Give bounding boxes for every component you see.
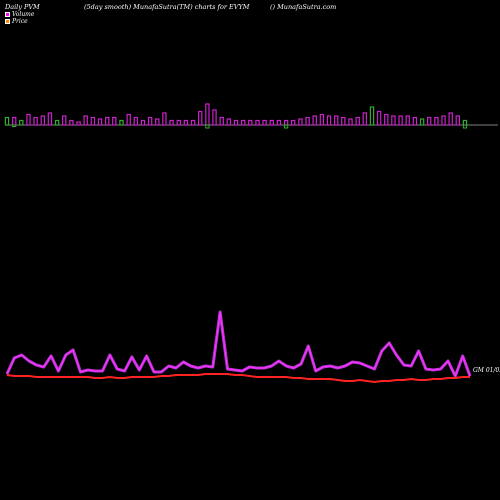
volume-bar <box>319 113 325 126</box>
volume-bar <box>448 112 453 126</box>
volume-bar <box>40 115 46 126</box>
volume-bar <box>76 121 81 126</box>
volume-bar <box>140 119 146 126</box>
volume-bar <box>169 119 174 126</box>
volume-bar <box>248 119 253 126</box>
volume-bar <box>391 115 396 126</box>
volume-bar <box>384 113 389 126</box>
legend-price-swatch <box>5 19 10 24</box>
volume-bar <box>348 118 353 126</box>
volume-bar <box>326 115 332 126</box>
volume-bar <box>26 113 31 126</box>
volume-bar <box>54 119 60 126</box>
volume-bar <box>462 119 468 126</box>
volume-bar <box>112 116 117 126</box>
volume-bar <box>104 116 110 126</box>
volume-bar <box>4 116 10 126</box>
pvm-line <box>5 310 472 378</box>
volume-bar <box>83 115 88 126</box>
volume-bar <box>262 119 267 126</box>
volume-bar <box>12 116 17 126</box>
volume-bar <box>198 110 203 126</box>
volume-bar <box>147 116 153 126</box>
volume-bar <box>412 116 418 126</box>
volume-bar <box>441 115 446 126</box>
legend-price: Price <box>5 18 28 25</box>
volume-bar <box>241 119 246 126</box>
volume-bar <box>61 115 67 126</box>
volume-bar-below <box>462 124 468 129</box>
volume-bar <box>183 119 189 126</box>
volume-bar <box>369 106 375 126</box>
volume-bar-below <box>12 124 17 127</box>
volume-bar <box>190 119 196 126</box>
volume-bar <box>212 109 217 126</box>
volume-bar <box>334 115 339 126</box>
volume-bar <box>298 118 303 126</box>
volume-bar <box>162 112 167 126</box>
volume-bar <box>419 118 425 126</box>
volume-bar <box>47 112 53 126</box>
volume-bar <box>305 116 310 126</box>
volume-bar-below <box>205 124 210 129</box>
volume-bar <box>312 115 317 126</box>
price-end-label: GM 01/02 <box>473 367 500 374</box>
volume-bar-below <box>284 124 289 129</box>
chart-title-middle: (5day smooth) MunafaSutra(TM) charts for… <box>84 3 250 11</box>
volume-bar <box>33 116 38 126</box>
volume-bar <box>398 115 403 126</box>
volume-bar <box>133 116 138 126</box>
volume-bar <box>283 119 289 126</box>
legend-volume-swatch <box>5 12 10 17</box>
volume-bar <box>176 119 181 126</box>
legend-price-label: Price <box>12 18 28 25</box>
volume-bar <box>255 119 260 126</box>
volume-bar <box>355 116 360 126</box>
volume-bar <box>455 115 461 126</box>
volume-bar <box>341 116 346 126</box>
volume-bar <box>119 119 124 126</box>
legend-volume-label: Volume <box>12 11 35 18</box>
volume-bar <box>126 113 131 126</box>
volume-bar <box>405 115 410 126</box>
volume-bar <box>376 110 382 126</box>
volume-bar <box>69 119 74 126</box>
volume-bar <box>226 118 231 126</box>
volume-bar <box>427 116 432 126</box>
volume-bar <box>269 119 275 126</box>
chart-title-left: Daily PVM <box>5 3 40 11</box>
volume-bar <box>276 119 282 126</box>
volume-bar <box>233 119 239 126</box>
volume-bar <box>205 103 210 126</box>
volume-bar <box>97 118 103 126</box>
pvm-line-highlight <box>6 311 471 377</box>
volume-bar <box>362 112 368 126</box>
volume-bar <box>434 116 439 126</box>
volume-bar <box>155 118 160 126</box>
price-line <box>6 373 470 383</box>
chart-title-right: () MunafaSutra.com <box>270 3 337 11</box>
volume-bar <box>291 119 296 126</box>
volume-bar <box>219 116 224 126</box>
volume-bar <box>19 119 24 126</box>
volume-bar <box>90 116 96 126</box>
legend-volume: Volume <box>5 11 34 18</box>
